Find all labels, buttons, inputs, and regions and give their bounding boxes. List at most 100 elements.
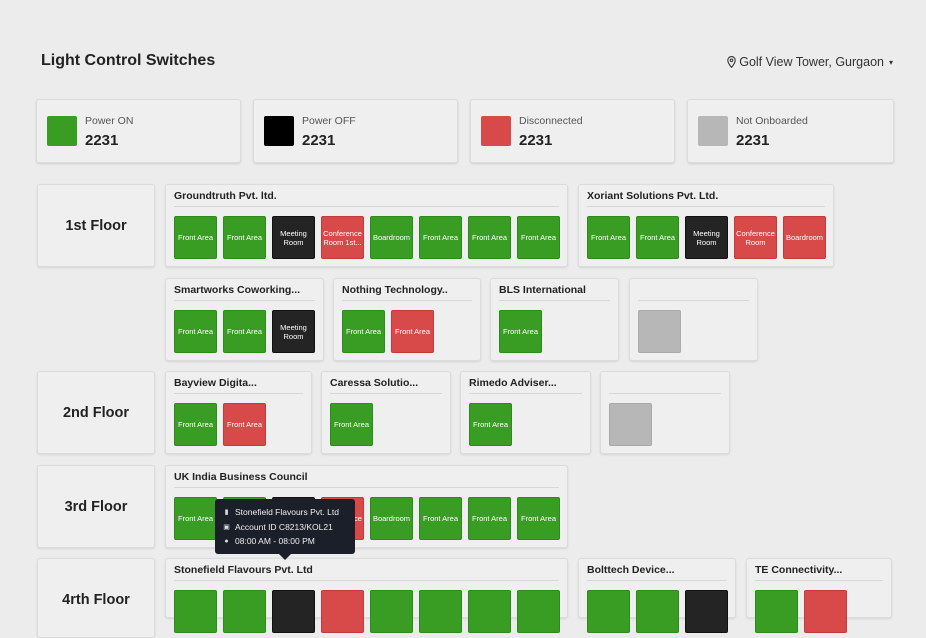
stat-value: 2231 [85,132,119,149]
light-switch-disconnected[interactable] [321,590,364,633]
divider [174,393,303,394]
light-switch-on[interactable]: Front Area [517,497,560,540]
light-switch-on[interactable]: Front Area [468,497,511,540]
light-switch-on[interactable] [468,590,511,633]
switch-group [174,590,560,633]
company-name: Nothing Technology.. [342,284,448,296]
light-switch-on[interactable]: Front Area [223,216,266,259]
light-switch-on[interactable]: Front Area [587,216,630,259]
light-switch-on[interactable] [755,590,798,633]
light-switch-on[interactable]: Front Area [174,497,217,540]
light-switch-on[interactable]: Front Area [499,310,542,353]
company-card: Smartworks Coworking... Front Area Front A… [165,278,324,361]
company-card: TE Connectivity... [746,558,892,633]
company-card-empty [600,371,730,454]
light-switch-on[interactable]: Front Area [419,497,462,540]
light-switch-on[interactable]: Front Area [469,403,512,446]
stat-value: 2231 [519,132,553,149]
stat-value: 2231 [736,132,770,149]
company-name: Smartworks Coworking... [174,284,301,296]
light-switch-on[interactable]: Front Area [223,310,266,353]
light-switch-on[interactable] [370,590,413,633]
switch-group: Front Area [469,403,512,446]
light-switch-on[interactable]: Front Area [330,403,373,446]
page-title: Light Control Switches [41,52,216,69]
not-onboarded-swatch [698,116,728,146]
switch-group: Front Area [499,310,542,353]
divider [174,300,315,301]
tooltip-account: Account ID C8213/KOL21 [235,521,333,532]
company-name: Rimedo Adviser... [469,377,557,389]
switch-group: Front Area Front Area Meeting Room Conferen… [587,216,826,259]
divider [330,393,442,394]
floor-label-2: 2nd Floor [37,371,155,454]
light-switch-disconnected[interactable]: Conference Room [734,216,777,259]
floor-label-1: 1st Floor [37,184,155,267]
light-switch-off[interactable]: Meeting Room [272,310,315,353]
switch-group: Front Area Front Area Meeting Room Conferen… [174,216,560,259]
company-name: Bayview Digita... [174,377,257,389]
light-switch-on[interactable] [174,590,217,633]
light-switch-on[interactable]: Boardroom [370,216,413,259]
company-card: Bolttech Device... [578,558,736,633]
light-switch-off[interactable]: Meeting Room [272,216,315,259]
stat-power-off: Power OFF 2231 [253,99,458,163]
light-switch-disconnected[interactable]: Conference Room 1st... [321,216,364,259]
location-selector[interactable]: Golf View Tower, Gurgaon ▾ [727,55,893,69]
company-card: Stonefield Flavours Pvt. Ltd [165,558,568,633]
stat-label: Power OFF [302,115,356,127]
light-switch-disconnected[interactable]: Front Area [223,403,266,446]
switch-group [587,590,728,633]
company-name: Xoriant Solutions Pvt. Ltd. [587,190,719,202]
light-switch-not-onboarded[interactable] [609,403,652,446]
light-switch-on[interactable]: Front Area [636,216,679,259]
company-name: UK India Business Council [174,471,308,483]
divider [609,393,721,394]
divider [587,206,825,207]
company-name: Stonefield Flavours Pvt. Ltd [174,564,313,576]
floor-label-4: 4rth Floor [37,558,155,638]
light-switch-not-onboarded[interactable] [638,310,681,353]
company-name: TE Connectivity... [755,564,843,576]
light-switch-on[interactable]: Boardroom [370,497,413,540]
light-switch-off[interactable] [685,590,728,633]
light-switch-on[interactable] [636,590,679,633]
company-card: Rimedo Adviser... Front Area [460,371,591,454]
switch-group [755,590,847,633]
clock-icon: ● [224,537,229,545]
light-switch-disconnected[interactable] [804,590,847,633]
light-switch-on[interactable]: Front Area [517,216,560,259]
light-switch-disconnected[interactable]: Front Area [391,310,434,353]
divider [755,580,883,581]
light-switch-on[interactable] [587,590,630,633]
light-switch-on[interactable]: Front Area [419,216,462,259]
light-switch-on[interactable] [223,590,266,633]
light-switch-on[interactable]: Front Area [342,310,385,353]
building-icon: ▮ [224,509,229,517]
divider [469,393,582,394]
id-card-icon: ▣ [223,523,230,531]
light-switch-disconnected[interactable]: Boardroom [783,216,826,259]
light-switch-on[interactable]: Front Area [468,216,511,259]
light-switch-on[interactable] [419,590,462,633]
light-switch-off[interactable]: Meeting Room [685,216,728,259]
switch-group: Front Area Front Area [174,403,266,446]
light-switch-on[interactable]: Front Area [174,216,217,259]
light-switch-off[interactable] [272,590,315,633]
location-label: Golf View Tower, Gurgaon [739,55,884,69]
floor-label-3: 3rd Floor [37,465,155,548]
light-switch-on[interactable] [517,590,560,633]
stat-label: Power ON [85,115,134,127]
switch-group: Front Area Front Area Meeting Room [174,310,315,353]
stat-power-on: Power ON 2231 [36,99,241,163]
switch-group: Front Area Front Area [342,310,434,353]
stat-disconnected: Disconnected 2231 [470,99,675,163]
stat-value: 2231 [302,132,336,149]
light-switch-on[interactable]: Front Area [174,403,217,446]
divider [174,206,559,207]
switch-group: Front Area [330,403,373,446]
light-switch-on[interactable]: Front Area [174,310,217,353]
company-name: BLS International [499,284,586,296]
company-name: Bolttech Device... [587,564,675,576]
switch-group [609,403,652,446]
